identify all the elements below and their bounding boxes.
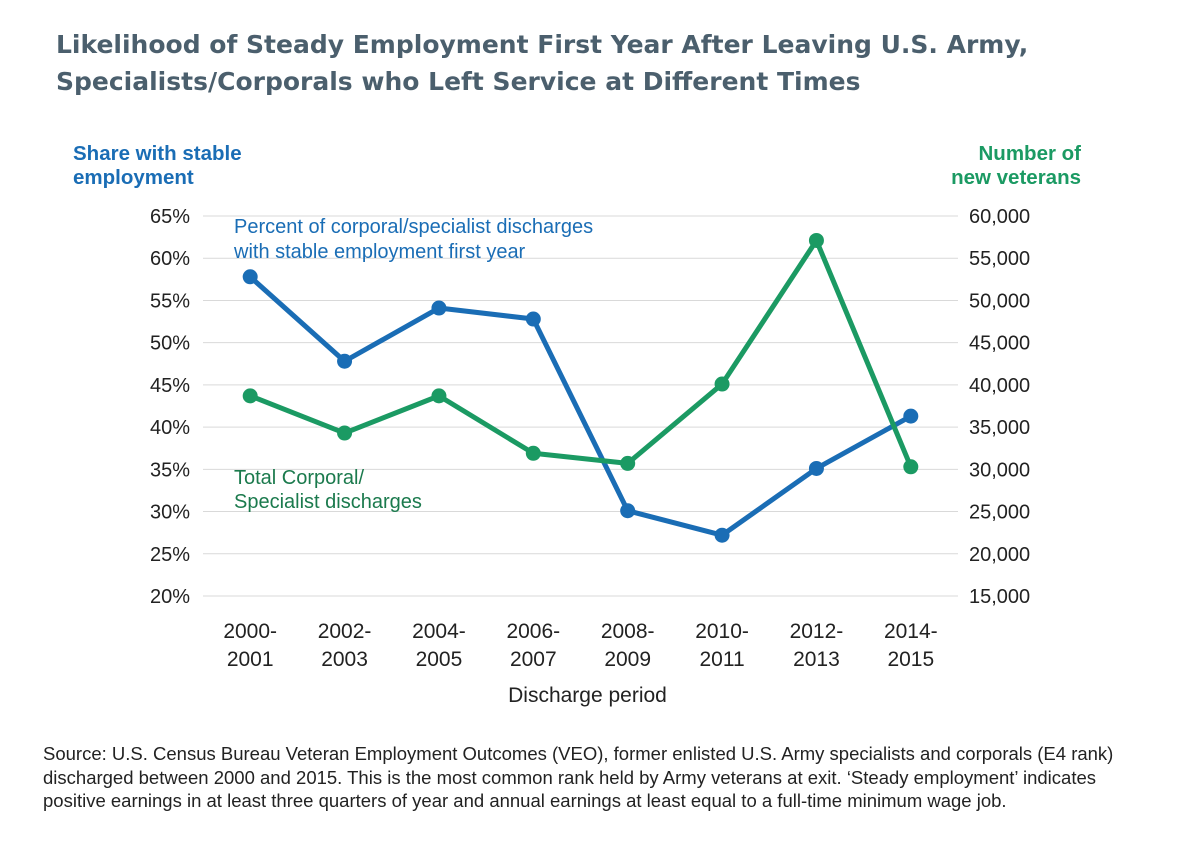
- data-point-discharges: [620, 455, 636, 471]
- series-annotation-discharges: Total Corporal/: [234, 467, 365, 489]
- data-point-discharges: [242, 388, 258, 404]
- x-tick-label: 2002-: [318, 620, 372, 643]
- y-left-tick-label: 55%: [150, 290, 190, 312]
- y-right-tick-label: 20,000: [969, 544, 1030, 566]
- data-point-stable-employment: [714, 527, 730, 543]
- y-right-axis-title: Number of: [979, 142, 1082, 165]
- x-tick-label: 2006-: [506, 620, 560, 643]
- y-left-axis-title: employment: [73, 166, 194, 189]
- x-tick-label: 2004-: [412, 620, 466, 643]
- data-point-discharges: [431, 388, 447, 404]
- x-tick-label: 2005: [416, 648, 463, 671]
- x-tick-label: 2010-: [695, 620, 749, 643]
- data-point-discharges: [525, 445, 541, 461]
- x-tick-label: 2013: [793, 648, 840, 671]
- x-tick-label: 2009: [604, 648, 651, 671]
- y-left-tick-label: 50%: [150, 333, 190, 355]
- y-left-tick-label: 65%: [150, 206, 190, 228]
- y-right-tick-label: 40,000: [969, 375, 1030, 397]
- y-left-axis-title: Share with stable: [73, 142, 242, 165]
- y-right-tick-label: 60,000: [969, 206, 1030, 228]
- y-left-tick-label: 30%: [150, 502, 190, 524]
- y-left-tick-label: 60%: [150, 248, 190, 270]
- chart-title: Likelihood of Steady Employment First Ye…: [56, 30, 1029, 96]
- x-tick-label: 2012-: [790, 620, 844, 643]
- x-tick-label: 2011: [699, 648, 744, 671]
- y-right-tick-label: 15,000: [969, 586, 1030, 608]
- y-right-tick-label: 25,000: [969, 502, 1030, 524]
- data-point-stable-employment: [337, 353, 353, 369]
- data-point-stable-employment: [431, 300, 447, 316]
- data-point-stable-employment: [808, 460, 824, 476]
- series-annotation-stable-employment: with stable employment first year: [233, 241, 526, 263]
- x-tick-label: 2015: [887, 648, 934, 671]
- data-point-stable-employment: [242, 269, 258, 285]
- data-point-discharges: [808, 232, 824, 248]
- x-tick-label: 2014-: [884, 620, 938, 643]
- y-left-tick-label: 35%: [150, 459, 190, 481]
- x-tick-label: 2008-: [601, 620, 655, 643]
- y-right-tick-label: 50,000: [969, 290, 1030, 312]
- data-point-discharges: [714, 376, 730, 392]
- x-tick-label: 2000-: [223, 620, 277, 643]
- y-left-tick-label: 20%: [150, 586, 190, 608]
- source-note: Source: U.S. Census Bureau Veteran Emplo…: [43, 743, 1114, 811]
- data-point-stable-employment: [525, 311, 541, 327]
- y-right-tick-label: 45,000: [969, 333, 1030, 355]
- data-point-stable-employment: [620, 503, 636, 519]
- data-point-discharges: [903, 459, 919, 475]
- series-line-stable-employment: [247, 274, 914, 538]
- y-right-axis-title: new veterans: [951, 166, 1081, 189]
- y-right-tick-label: 55,000: [969, 248, 1030, 270]
- series-annotation-discharges: Specialist discharges: [234, 491, 422, 513]
- y-left-tick-label: 25%: [150, 544, 190, 566]
- y-left-tick-label: 40%: [150, 417, 190, 439]
- x-tick-label: 2001: [227, 648, 274, 671]
- x-tick-label: 2003: [321, 648, 368, 671]
- series-annotation-stable-employment: Percent of corporal/specialist discharge…: [234, 216, 593, 238]
- y-right-tick-label: 30,000: [969, 459, 1030, 481]
- y-right-tick-label: 35,000: [969, 417, 1030, 439]
- y-left-tick-label: 45%: [150, 375, 190, 397]
- series-line-discharges: [247, 237, 914, 470]
- data-point-discharges: [337, 425, 353, 441]
- x-tick-label: 2007: [510, 648, 557, 671]
- data-point-stable-employment: [903, 408, 919, 424]
- x-axis-title: Discharge period: [508, 684, 667, 707]
